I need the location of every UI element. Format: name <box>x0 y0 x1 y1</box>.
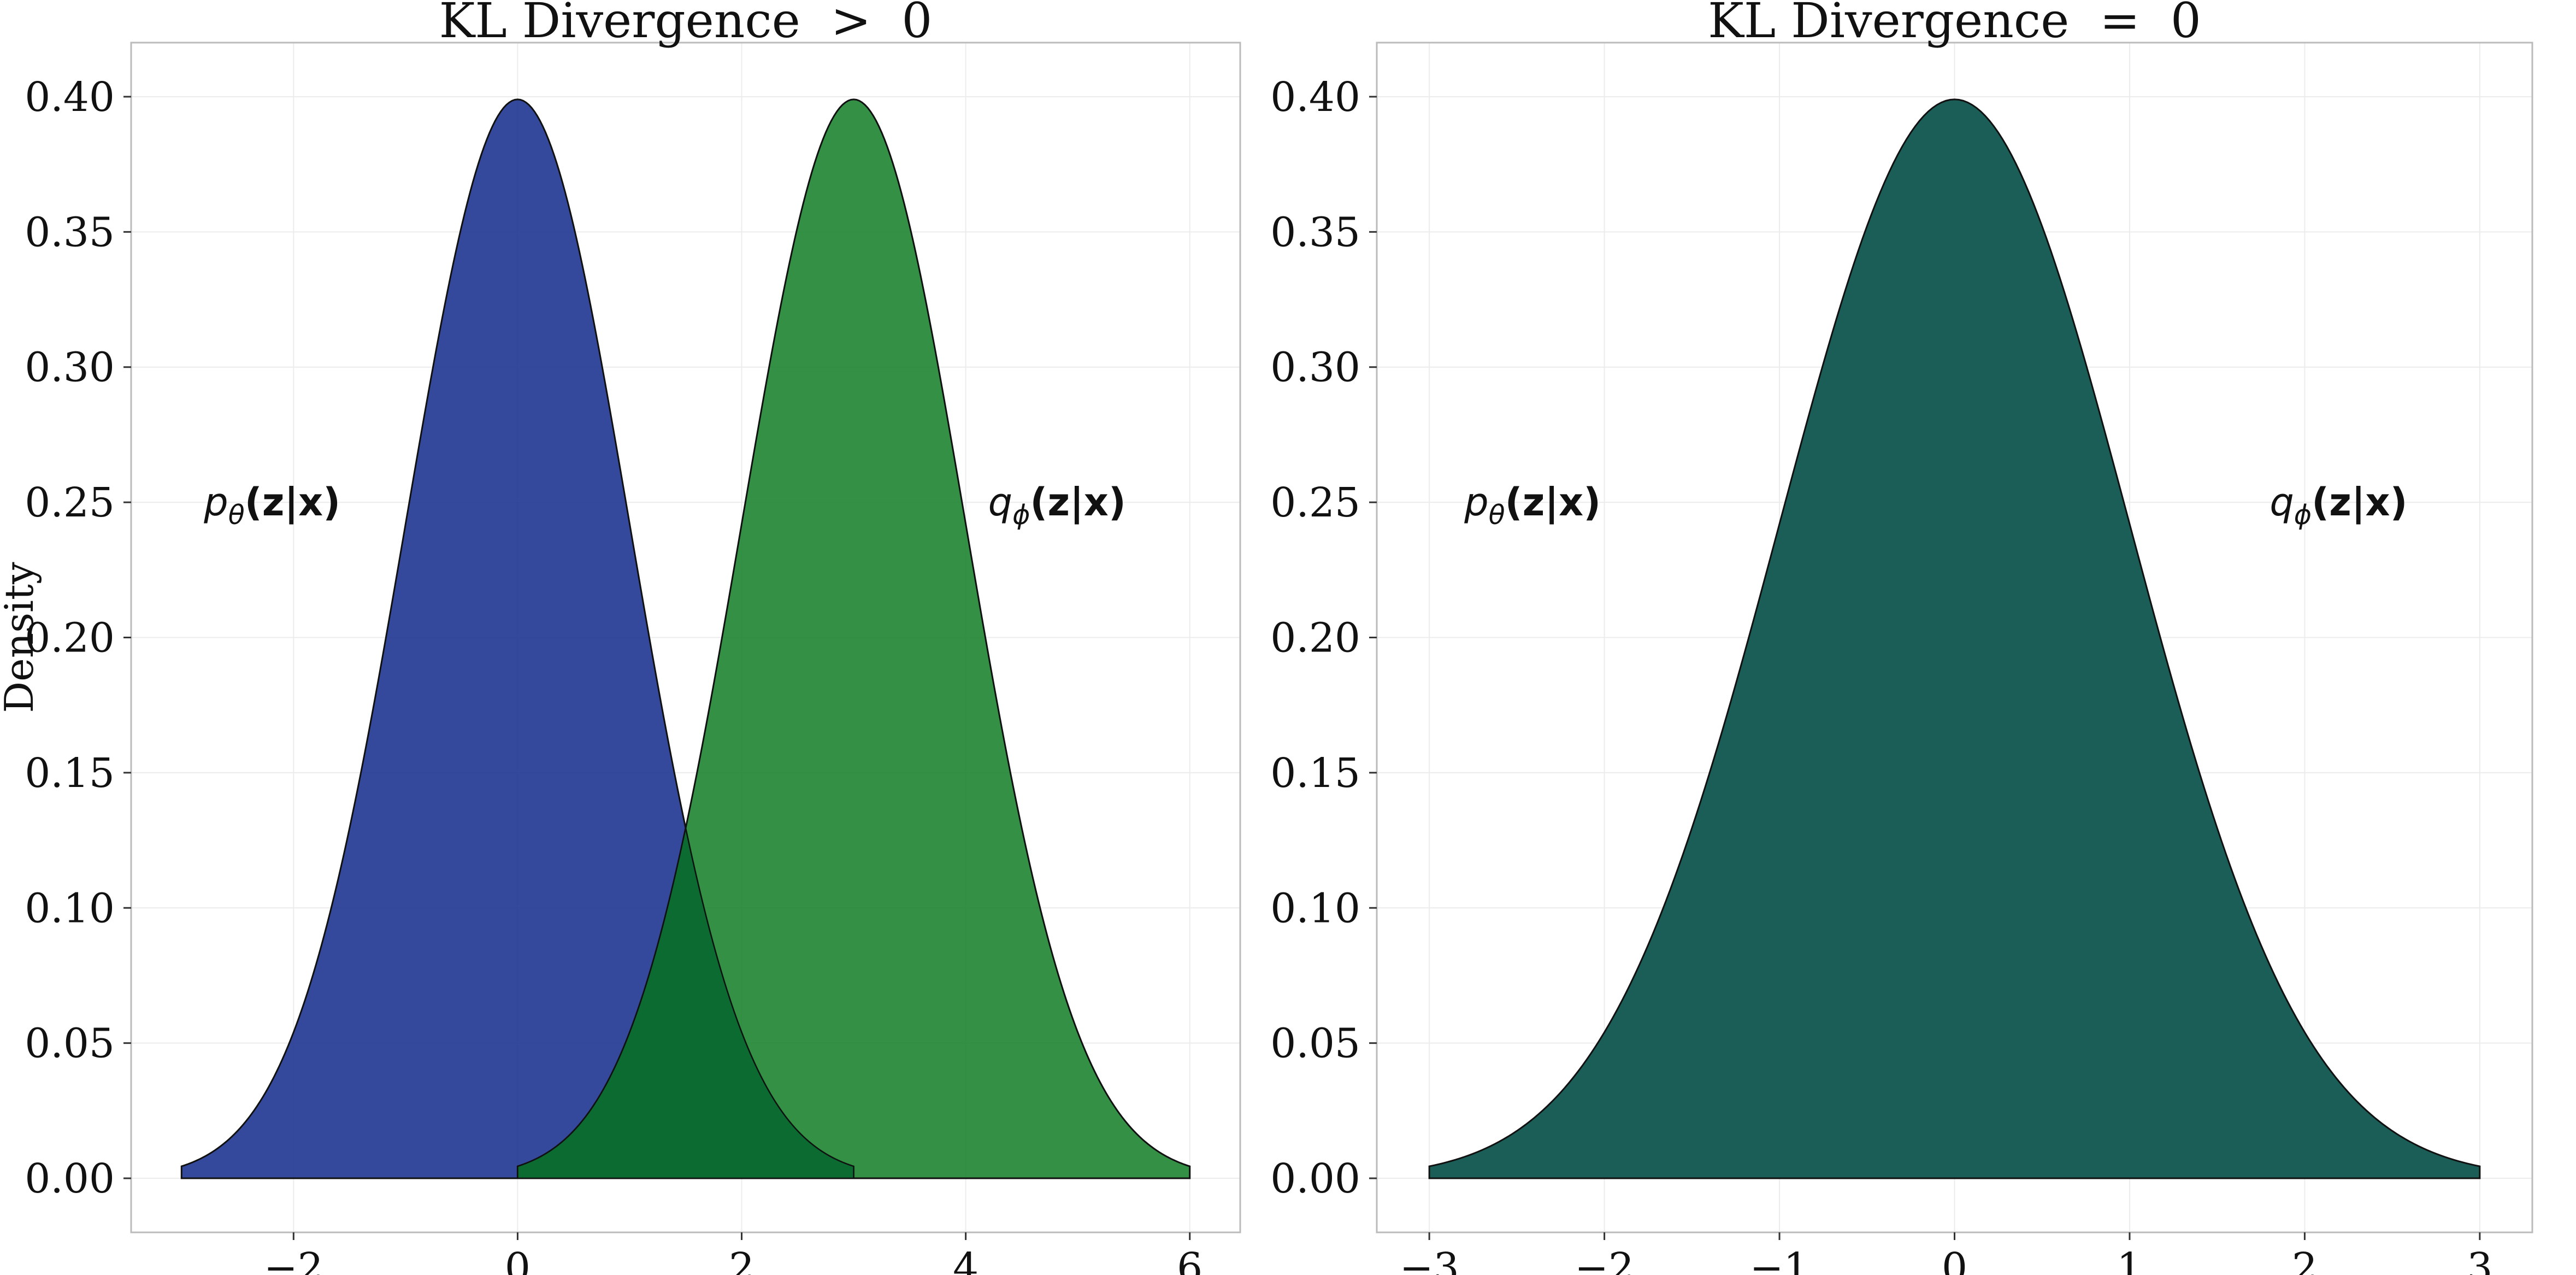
chart-title: KL Divergence = 0 <box>1708 0 2201 49</box>
label-rest: (z|x) <box>1505 480 1601 525</box>
area-p-and-q-identical <box>1428 98 2481 1179</box>
label-q-phi: qϕ(z|x) <box>2270 480 2407 531</box>
label-base: q <box>988 480 1012 525</box>
y-tick-label: 0.30 <box>1270 344 1360 391</box>
y-tick-label: 0.35 <box>25 209 115 256</box>
x-tick-label: 2 <box>729 1244 754 1275</box>
y-tick-label: 0.20 <box>25 615 115 662</box>
label-rest: (z|x) <box>1030 480 1125 525</box>
y-tick-label: 0.10 <box>25 885 115 932</box>
y-tick-label: 0.00 <box>25 1155 115 1202</box>
y-tick-label: 0.05 <box>25 1020 115 1067</box>
x-tick-label: 0 <box>1942 1244 1967 1275</box>
y-tick-label: 0.20 <box>1270 615 1360 662</box>
y-tick-label: 0.10 <box>1270 885 1360 932</box>
label-base: p <box>1464 480 1488 525</box>
x-tick-label: 0 <box>505 1244 530 1275</box>
x-tick-label: 6 <box>1177 1244 1202 1275</box>
area-overlap <box>517 827 854 1179</box>
label-base: q <box>2270 480 2294 525</box>
left-panel-kl-positive: −2 0 2 4 6 0.00 0.05 0.10 0.15 0.20 0.25 0.30 0.35 0.… <box>0 0 1241 1275</box>
y-tick-label: 0.05 <box>1270 1020 1360 1067</box>
label-subscript: ϕ <box>1012 500 1030 531</box>
label-p-theta: pθ(z|x) <box>1464 480 1601 531</box>
y-tick-label: 0.00 <box>1270 1155 1360 1202</box>
label-rest: (z|x) <box>245 480 340 525</box>
y-tick-label: 0.25 <box>25 479 115 526</box>
y-tick-label: 0.15 <box>25 750 115 797</box>
label-rest: (z|x) <box>2312 480 2407 525</box>
y-tick-label: 0.35 <box>1270 209 1360 256</box>
label-q-phi: qϕ(z|x) <box>988 480 1126 531</box>
y-tick-label: 0.15 <box>1270 750 1360 797</box>
x-tick-label: −3 <box>1400 1244 1459 1275</box>
x-tick-label: −2 <box>264 1244 323 1275</box>
y-tick-label: 0.40 <box>25 74 115 121</box>
x-tick-label: 2 <box>2292 1244 2318 1275</box>
x-tick-label: 3 <box>2467 1244 2492 1275</box>
label-subscript: θ <box>228 500 245 531</box>
y-tick-label: 0.40 <box>1270 74 1360 121</box>
right-panel-kl-zero: −3 −2 −1 0 1 2 3 0.00 0.05 0.10 0.15 0.20 0.25 0.30 0.… <box>1270 0 2533 1275</box>
label-p-theta: pθ(z|x) <box>203 480 340 531</box>
x-tick-label: 1 <box>2117 1244 2142 1275</box>
x-tick-label: −1 <box>1749 1244 1809 1275</box>
y-axis-label: Density <box>0 562 42 713</box>
x-tick-label: −2 <box>1575 1244 1634 1275</box>
label-subscript: ϕ <box>2294 500 2312 531</box>
x-tick-label: 4 <box>953 1244 978 1275</box>
chart-title: KL Divergence > 0 <box>439 0 933 49</box>
label-subscript: θ <box>1489 500 1505 531</box>
label-base: p <box>203 480 228 525</box>
y-tick-label: 0.25 <box>1270 479 1360 526</box>
y-tick-label: 0.30 <box>25 344 115 391</box>
